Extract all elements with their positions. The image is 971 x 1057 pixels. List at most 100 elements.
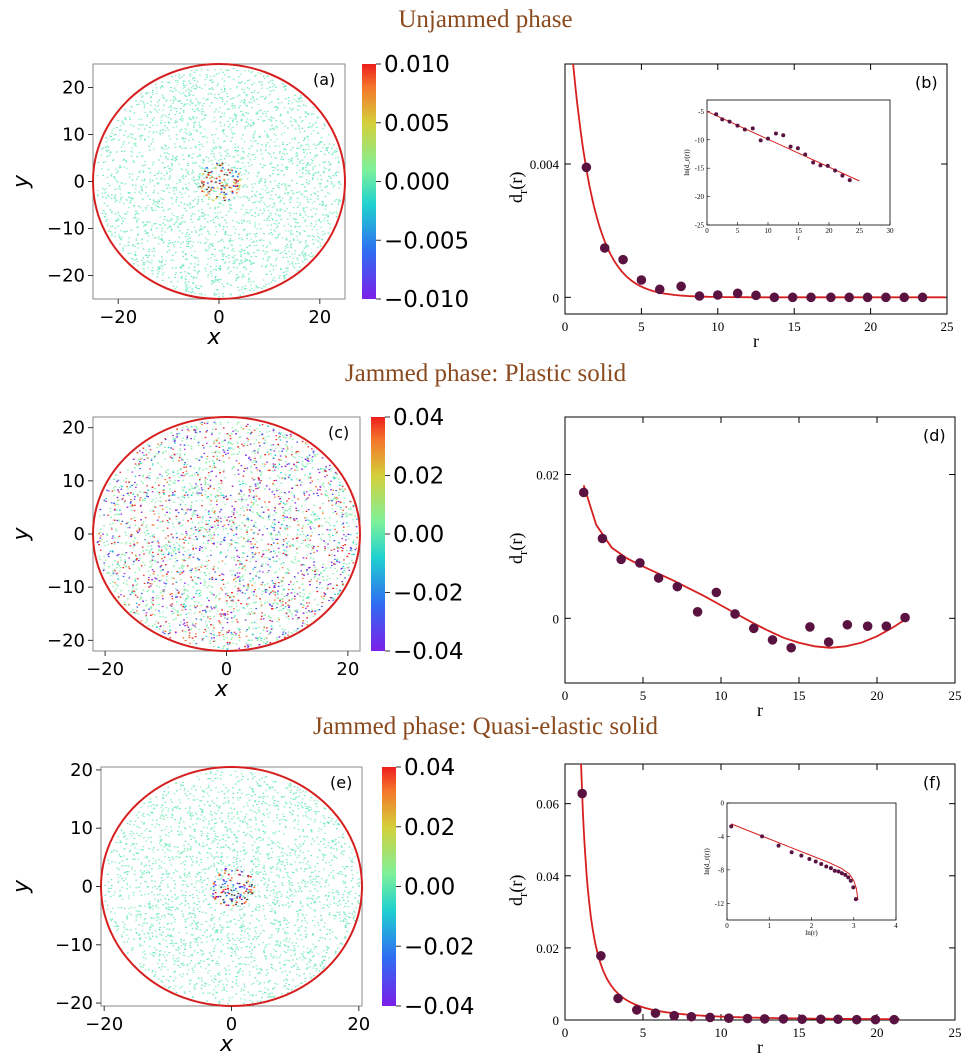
inset-f: 0 1 2 3 4 0 -4 -8 -12 ln(r) ln(d_r(r)) (703, 800, 898, 938)
inset-x-tick-label-f: 4 (894, 922, 898, 930)
map-frame-c (92, 416, 361, 652)
map-panel-e: −20 0 20 20 10 0 −10 −20 x y (e) 0.04 0.02 0.00 −0.02 −… (9, 755, 474, 1057)
x-tick-label-d: 25 (949, 688, 962, 703)
inset-y-label-b: ln(d_r(r)) (683, 149, 691, 176)
y-tick-label-a: −20 (47, 266, 85, 287)
inset-point-f (807, 856, 812, 861)
y-tick-label-f: 0.02 (536, 941, 559, 956)
x-tick-label-d: 0 (562, 688, 569, 703)
x-tick-label-f: 20 (871, 1025, 884, 1040)
y-axis-label-e: y (9, 879, 34, 894)
inset-x-label-f: ln(r) (805, 929, 818, 937)
inset-point-f (789, 850, 794, 855)
x-axis-label-f: r (757, 1037, 763, 1057)
y-axis-label-a: y (9, 174, 34, 189)
x-tick-label-a: 0 (213, 307, 224, 328)
inset-y-tick-label-b: -15 (695, 165, 705, 173)
data-point-b (713, 290, 723, 300)
y-axis-label-b: dr(r) (506, 172, 530, 203)
x-tick-label-f: 0 (562, 1025, 569, 1040)
data-point-b (654, 284, 665, 295)
inset-point-b (742, 127, 747, 132)
y-tick-label-d: 0 (553, 611, 560, 626)
data-point-b (694, 291, 705, 301)
inset-point-b (788, 144, 793, 149)
inset-x-tick-label-f: 3 (852, 922, 856, 930)
data-point-f (797, 1014, 807, 1025)
data-point-f (889, 1014, 899, 1025)
inset-point-f (760, 834, 765, 839)
title-quasi: Jammed phase: Quasi-elastic solid (312, 713, 659, 740)
colorbar-label-c: −0.04 (393, 639, 463, 665)
particle-field-e (104, 770, 361, 1005)
particle-field-c (96, 421, 358, 650)
inset-point-b (727, 119, 732, 124)
inset-frame-f (726, 802, 897, 921)
map-panel-a: −20 0 20 20 10 0 −10 −20 x y (a) 0.010 0.005 0.000 −0.… (9, 52, 469, 350)
x-tick-label-d: 20 (871, 688, 884, 703)
data-point-d (862, 621, 873, 632)
x-axis-label-d: r (757, 700, 763, 720)
inset-point-b (720, 117, 725, 122)
inset-x-tick-label-b: 15 (795, 227, 803, 235)
panel-label-d: (d) (923, 426, 946, 445)
colorbar-label-e: 0.00 (404, 875, 455, 901)
inset-y-tick-label-b: -5 (698, 108, 704, 116)
x-tick-label-f: 5 (640, 1025, 647, 1040)
colorbar-label-e: 0.02 (404, 815, 455, 841)
inset-point-b (811, 160, 816, 165)
x-tick-label-d: 15 (793, 688, 806, 703)
inset-x-tick-label-f: 0 (725, 922, 729, 930)
y-tick-label-e: −10 (55, 935, 93, 956)
data-point-f (833, 1014, 843, 1025)
data-point-d (597, 533, 608, 544)
data-point-b (636, 275, 647, 285)
x-tick-label-b: 10 (711, 319, 724, 334)
colorbar-label-c: 0.00 (393, 522, 444, 548)
y-tick-label-a: 0 (74, 172, 85, 193)
inset-point-b (833, 168, 838, 173)
colorbar-label-a: 0.010 (384, 52, 450, 78)
center-cluster-e (212, 867, 256, 907)
inset-point-b (766, 136, 770, 141)
y-tick-label-e: 20 (70, 760, 93, 781)
panel-label-c: (c) (328, 423, 349, 442)
particle-field-a (96, 68, 342, 298)
inset-point-f (776, 843, 781, 848)
data-point-f (669, 1010, 679, 1021)
colorbar-e (382, 767, 396, 1006)
inset-x-tick-label-b: 30 (887, 227, 895, 235)
data-point-b (599, 243, 610, 253)
inset-point-f (848, 878, 853, 883)
data-point-d (730, 609, 740, 619)
data-point-d (805, 622, 815, 632)
data-point-b (581, 162, 592, 173)
x-tick-label-c: −20 (86, 659, 124, 680)
x-tick-label-c: 20 (336, 659, 359, 680)
y-tick-label-f: 0 (553, 1013, 560, 1028)
inset-x-label-b: r (797, 234, 800, 242)
y-tick-label-b: 0 (553, 290, 560, 305)
x-tick-label-f: 15 (793, 1025, 806, 1040)
x-tick-label-d: 5 (640, 688, 647, 703)
x-tick-label-a: −20 (99, 307, 137, 328)
data-point-f (631, 1005, 642, 1015)
data-point-f (577, 788, 587, 799)
inset-point-f (819, 862, 824, 867)
inset-x-tick-label-b: 0 (705, 227, 709, 235)
data-point-f (778, 1014, 789, 1024)
data-point-f (816, 1014, 826, 1025)
map-frame-e (100, 766, 363, 1007)
inset-fit-f (731, 823, 859, 900)
data-point-d (767, 635, 778, 645)
y-tick-label-c: 10 (62, 471, 85, 492)
y-tick-label-d: 0.02 (536, 468, 559, 483)
inset-point-b (773, 131, 778, 136)
data-point-f (870, 1014, 881, 1025)
x-tick-label-e: 20 (347, 1014, 370, 1035)
inset-y-tick-label-b: -10 (695, 136, 705, 144)
y-tick-label-e: 0 (82, 877, 93, 898)
data-point-d (692, 607, 703, 617)
inset-y-tick-label-f: 0 (721, 800, 725, 808)
